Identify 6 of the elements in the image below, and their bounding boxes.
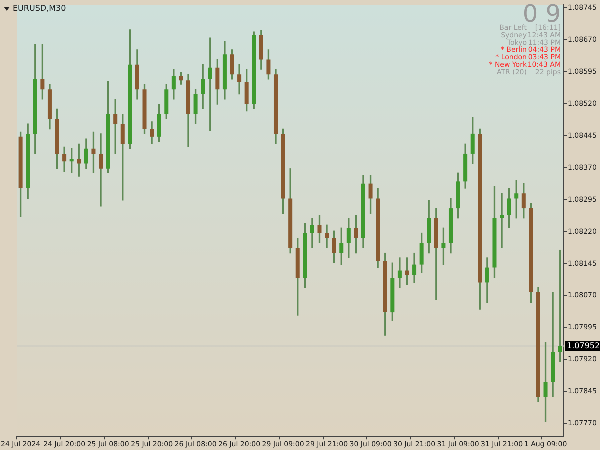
candlestick (500, 193, 504, 249)
ref-line-label: 1.07952 (567, 341, 600, 350)
candlestick (99, 134, 104, 207)
candlestick (398, 258, 402, 288)
candlestick (325, 224, 330, 249)
chart-title: EURUSD,M30 (13, 4, 66, 13)
